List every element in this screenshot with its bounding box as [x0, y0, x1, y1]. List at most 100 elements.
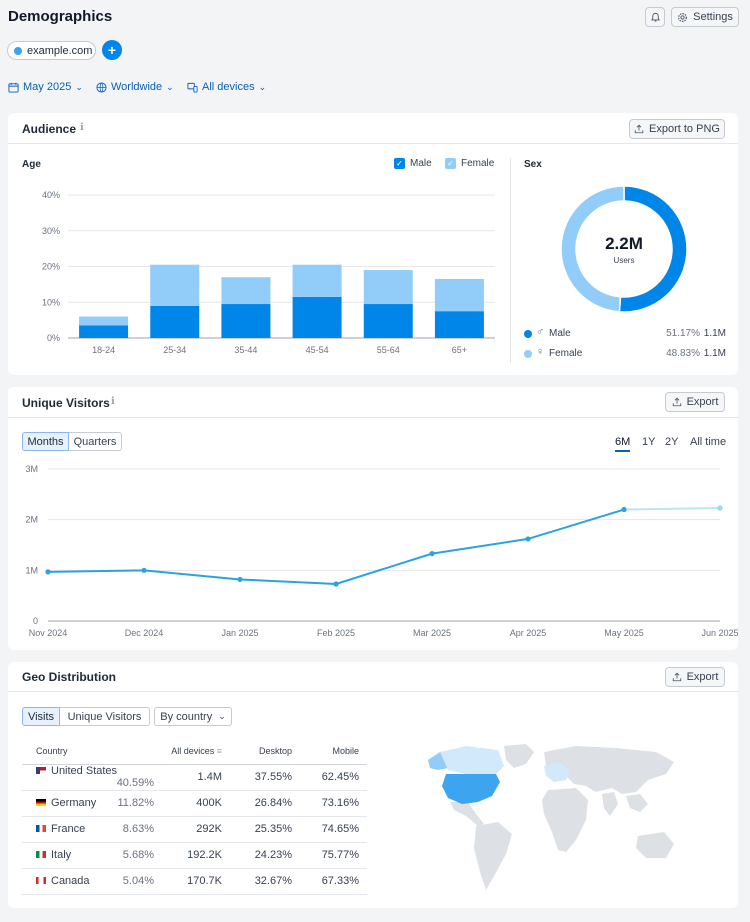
data-point	[237, 576, 243, 583]
gear-icon	[678, 12, 688, 22]
bar-male	[363, 304, 413, 338]
sort-icon: ≡	[216, 746, 222, 757]
male-legend[interactable]: ✓ Male	[394, 158, 432, 169]
male-legend-label: Male	[410, 158, 432, 169]
devices-filter-label: All devices	[202, 81, 255, 93]
map-land-australia	[636, 832, 674, 858]
desktop-cell: 37.55%	[230, 764, 300, 791]
country-cell: France 8.63%	[22, 816, 162, 843]
range-1y[interactable]: 1Y	[642, 436, 656, 448]
data-point	[717, 505, 723, 511]
y-tick-label: 20%	[42, 262, 60, 272]
x-tick-label: Jan 2025	[221, 628, 258, 638]
date-filter[interactable]: May 2025 ⌄	[8, 81, 83, 93]
data-point	[141, 567, 147, 573]
all-devices-cell: 292K	[162, 816, 230, 843]
domain-chip[interactable]: example.com	[7, 41, 96, 60]
male-checkbox[interactable]: ✓	[394, 158, 405, 169]
settings-button[interactable]: Settings	[671, 7, 739, 27]
mobile-cell: 74.65%	[300, 816, 367, 843]
data-point	[45, 569, 51, 575]
male-pct: 51.17%	[666, 328, 700, 339]
france-flag-icon	[36, 824, 46, 832]
map-land-europe	[544, 762, 570, 782]
unique-visitors-toggle[interactable]: Unique Visitors	[60, 707, 150, 726]
map-land-usa	[442, 774, 500, 804]
column-all-devices[interactable]: All devices ≡	[162, 739, 230, 765]
unique-visitors-card	[8, 387, 738, 650]
x-tick-label: Mar 2025	[413, 628, 451, 638]
female-checkbox[interactable]: ✓	[445, 158, 456, 169]
mobile-cell: 73.16%	[300, 790, 367, 817]
sex-divider	[510, 158, 511, 363]
x-tick-label: Apr 2025	[510, 628, 547, 638]
export-png-button[interactable]: Export to PNG	[629, 119, 725, 139]
male-label: Male	[549, 328, 571, 339]
all-devices-cell: 192.2K	[162, 842, 230, 869]
bell-icon	[650, 12, 660, 21]
range-6m[interactable]: 6M	[615, 436, 631, 448]
table-row[interactable]: Italy 5.68% 192.2K 24.23% 75.77%	[22, 842, 367, 869]
info-icon[interactable]: ℹ	[111, 396, 115, 407]
info-icon[interactable]: ℹ	[80, 122, 84, 133]
map-land-se-asia	[626, 794, 648, 812]
domain-color-dot	[14, 46, 22, 55]
world-map[interactable]	[426, 740, 686, 902]
desktop-cell: 32.67%	[230, 868, 300, 895]
calendar-icon	[8, 82, 19, 93]
bar-female	[79, 316, 129, 326]
column-mobile[interactable]: Mobile	[300, 739, 367, 765]
y-tick-label: 10%	[42, 297, 60, 307]
series-line	[47, 508, 625, 586]
visits-toggle[interactable]: Visits	[22, 707, 60, 726]
table-row[interactable]: Canada 5.04% 170.7K 32.67% 67.33%	[22, 868, 367, 895]
bar-male	[79, 325, 129, 338]
male-symbol-icon: ♂	[536, 326, 545, 338]
donut-total: 2.2M	[605, 234, 643, 253]
by-country-dropdown[interactable]: By country ⌄	[154, 707, 232, 726]
page-title: Demographics	[8, 8, 113, 25]
data-point	[429, 551, 435, 557]
x-tick-label: 18-24	[92, 345, 115, 355]
quarters-toggle[interactable]: Quarters	[69, 432, 122, 451]
plus-icon: +	[107, 42, 117, 58]
column-country[interactable]: Country	[22, 739, 162, 765]
all-devices-cell: 400K	[162, 790, 230, 817]
all-devices-cell: 170.7K	[162, 868, 230, 895]
data-point	[621, 506, 627, 513]
geo-distribution-card: Geo Distribution Export Visits Unique Vi…	[8, 662, 738, 908]
male-count: 1.1M	[703, 328, 726, 339]
country-cell: Italy 5.68%	[22, 842, 162, 869]
add-competitor-button[interactable]: +	[102, 40, 122, 60]
desktop-cell: 24.23%	[230, 842, 300, 869]
range-2y[interactable]: 2Y	[665, 436, 679, 448]
desktop-cell: 25.35%	[230, 816, 300, 843]
audience-card: Audience ℹ Export to PNG Age ✓ Male ✓ Fe…	[8, 113, 738, 375]
chevron-down-icon: ⌄	[218, 711, 226, 721]
bar-male	[434, 311, 484, 338]
notifications-button[interactable]	[645, 7, 665, 27]
range-all-time[interactable]: All time	[690, 436, 727, 448]
region-filter-label: Worldwide	[111, 81, 163, 93]
table-header: Country All devices ≡ Desktop Mobile	[22, 739, 367, 765]
y-tick-label: 2M	[25, 515, 38, 525]
y-tick-label: 1M	[25, 565, 38, 575]
table-row[interactable]: United States 40.59% 1.4M 37.55% 62.45%	[22, 764, 367, 791]
female-legend[interactable]: ✓ Female	[445, 158, 494, 169]
bar-male	[292, 296, 342, 338]
region-filter[interactable]: Worldwide ⌄	[96, 81, 174, 93]
devices-filter[interactable]: All devices ⌄	[187, 81, 266, 93]
visitors-title: Unique Visitors	[22, 396, 110, 410]
devices-icon	[187, 82, 198, 93]
map-land-canada	[440, 746, 504, 774]
chevron-down-icon: ⌄	[75, 81, 83, 92]
column-desktop[interactable]: Desktop	[230, 739, 300, 765]
geo-export-button[interactable]: Export	[665, 667, 725, 687]
export-png-label: Export to PNG	[649, 123, 720, 135]
table-row[interactable]: France 8.63% 292K 25.35% 74.65%	[22, 816, 367, 843]
visitors-export-button[interactable]: Export	[665, 392, 725, 412]
sex-title: Sex	[524, 159, 542, 170]
globe-icon	[96, 81, 107, 93]
months-toggle[interactable]: Months	[22, 432, 69, 451]
table-row[interactable]: Germany 11.82% 400K 26.84% 73.16%	[22, 790, 367, 817]
